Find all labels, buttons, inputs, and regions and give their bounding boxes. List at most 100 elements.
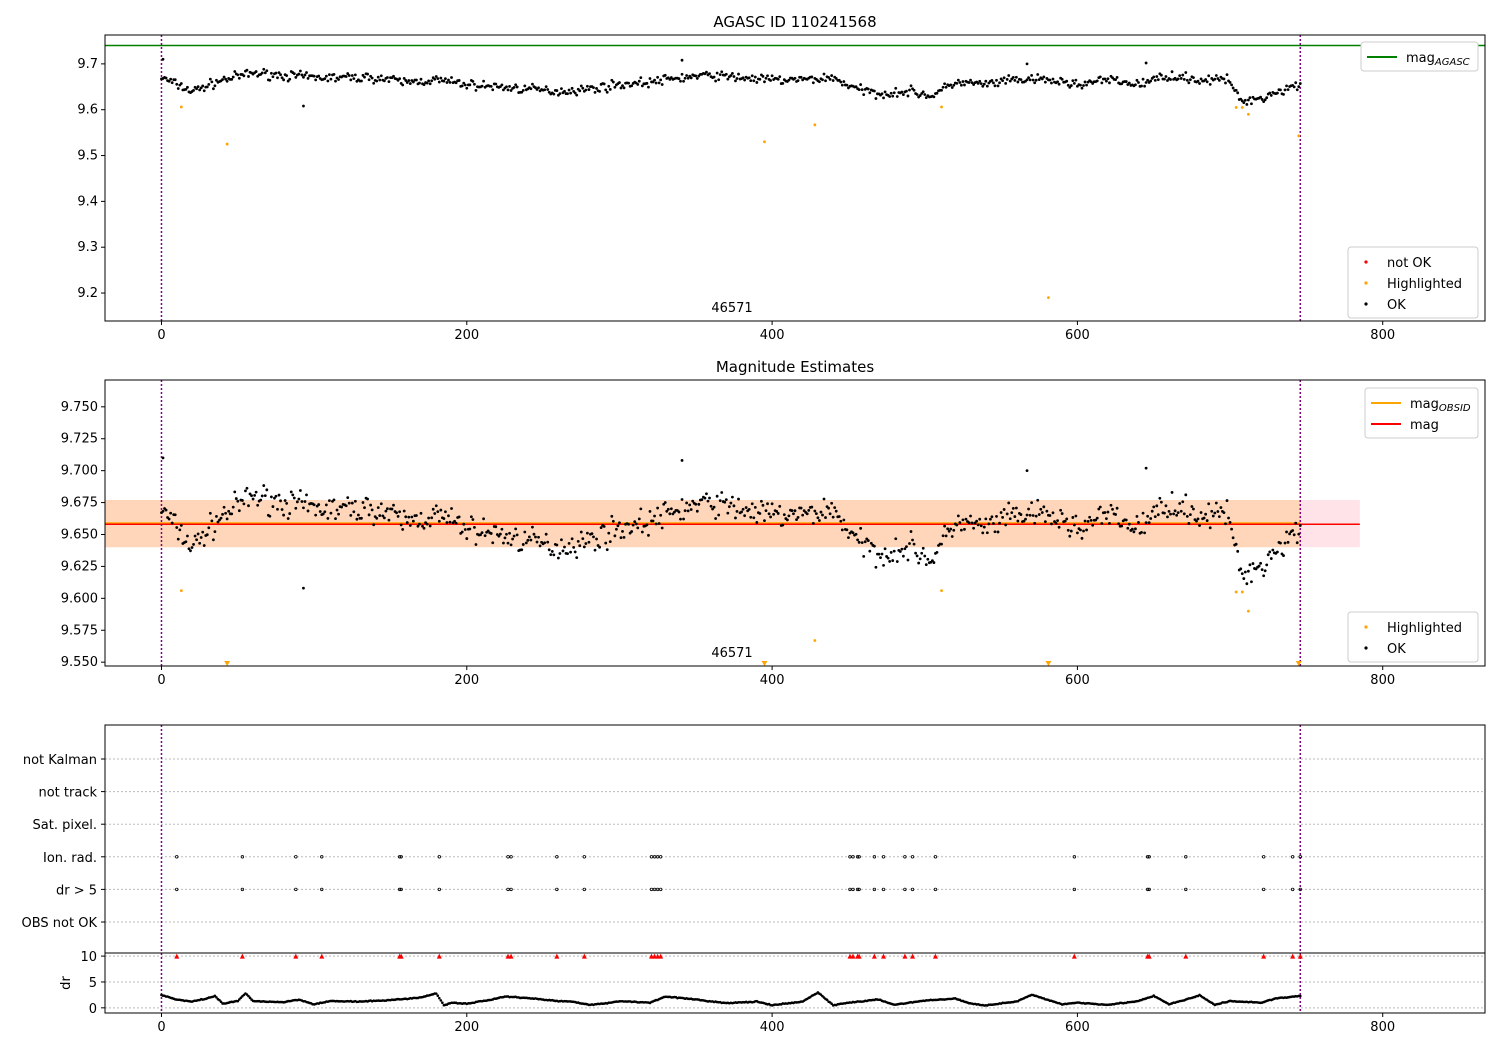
flag-point [1072,887,1077,892]
ok-point [506,88,510,92]
ok-point [450,76,453,79]
ok-point [984,79,988,83]
ok-point [260,71,264,75]
ok-point [1004,523,1008,527]
ok-point [818,80,821,84]
dr-tick-label: 10 [80,950,97,965]
ok-point [610,514,614,518]
ok-point [1149,79,1153,83]
ok-point [1250,580,1253,584]
ok-point [189,549,192,553]
dr-flag-marker [581,953,587,959]
ok-point [208,77,212,81]
ok-point [766,74,769,78]
ok-point [796,516,800,519]
dr-flag-marker [1183,953,1189,959]
ok-point [723,500,727,504]
ok-point [711,507,714,511]
ok-point [1295,541,1299,545]
ok-point [1033,81,1037,85]
ok-point [453,519,456,523]
ok-point [363,506,366,510]
ok-point [879,556,882,560]
ok-point [1076,531,1079,535]
ok-point [785,518,789,522]
ok-point [1134,527,1137,531]
ok-point [1114,513,1117,516]
ok-point [566,92,569,96]
ok-point [1127,81,1131,85]
ok-point [524,541,528,545]
ok-point [943,82,947,86]
flag-point [1298,855,1302,859]
ok-point [1192,76,1195,80]
highlighted-point [1047,296,1050,300]
highlighted-point [179,589,183,593]
flag-point [506,855,510,859]
ok-point [222,505,226,509]
ok-point [179,523,183,527]
ok-point [300,73,304,77]
ok-point [262,484,266,487]
ok-point [1037,513,1041,516]
ok-point [205,533,209,537]
ok-point [961,80,965,83]
dr-flag-marker [319,953,325,959]
ok-point [715,71,719,75]
ok-point [653,78,656,82]
ok-point [735,509,739,513]
ok-point [894,86,898,90]
ok-point [1063,519,1067,523]
ok-point [764,76,768,80]
dr-point [434,992,438,995]
ok-point [792,512,795,516]
ok-point [1120,524,1124,528]
ok-point [946,527,950,531]
ok-point [810,505,814,509]
ok-point [1126,526,1130,530]
x-tick-label: 0 [157,673,165,688]
ok-point [824,516,827,519]
ok-point [260,494,264,498]
ok-point [170,81,174,85]
ok-point [457,79,461,82]
ok-point [1080,536,1084,540]
ok-point [1257,564,1261,568]
x-tick-label: 400 [760,673,785,688]
ok-point [465,86,469,90]
ok-point [724,498,728,501]
ok-point [944,534,948,538]
category-label: not track [38,786,97,801]
ok-point [714,517,718,520]
ok-point [1146,78,1150,82]
ok-point [195,87,198,91]
ok-point [639,76,643,80]
ok-point [401,83,405,87]
ok-point [529,538,533,542]
ok-point [370,508,374,512]
ok-point [1188,78,1192,82]
ok-point [750,74,754,78]
ok-point [920,551,924,555]
ok-point [1167,509,1171,513]
ok-point [1182,77,1186,81]
ok-point [544,532,548,536]
ok-point [1196,79,1200,83]
ok-point [283,499,287,502]
ok-point [382,79,386,83]
ok-point [418,522,421,526]
ok-point [1173,509,1177,513]
ok-point [1295,88,1299,92]
ok-point [1095,516,1099,520]
ok-point [250,494,253,498]
ok-point [1166,79,1169,82]
flag-point [881,855,886,859]
ok-point [787,78,791,82]
ok-point [868,549,872,553]
ok-point [324,503,328,507]
ok-point [874,565,878,569]
legend-marker [1364,625,1368,629]
ok-point [758,77,762,81]
ok-point [1072,81,1076,85]
ok-point [460,530,464,534]
